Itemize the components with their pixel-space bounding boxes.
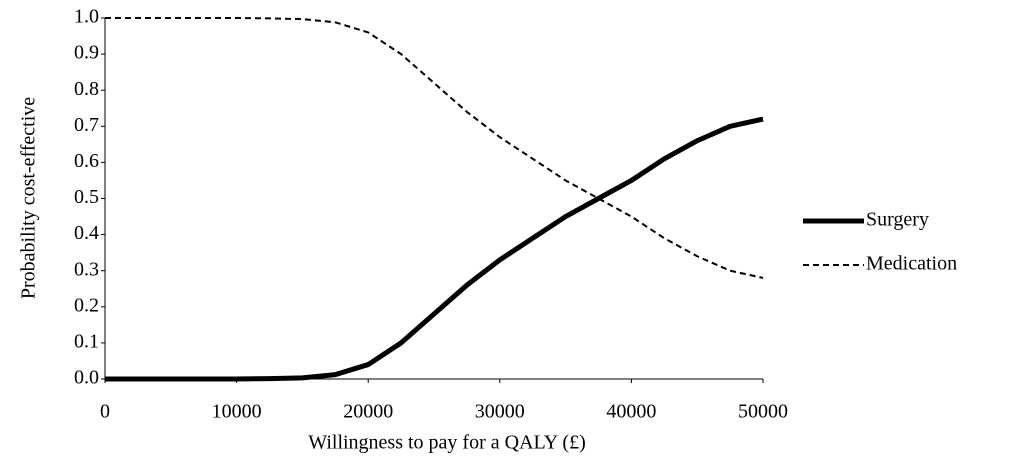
- y-tick-label: 0.6: [74, 150, 99, 172]
- y-tick-label: 0.9: [74, 42, 99, 64]
- line-series: [105, 116, 764, 382]
- y-tick-label: 0.7: [74, 114, 99, 136]
- x-tick-label: 0: [100, 401, 110, 423]
- x-tick-label: 10000: [212, 401, 262, 423]
- x-tick-label: 40000: [606, 401, 656, 423]
- y-tick-label: 0.8: [74, 78, 99, 100]
- x-tick-label: 20000: [343, 401, 393, 423]
- y-tick-label: 0.5: [74, 186, 99, 208]
- y-tick-label: 0.0: [74, 367, 99, 389]
- legend-label: Surgery: [866, 209, 929, 231]
- y-tick-label: 0.4: [74, 222, 99, 244]
- y-tick-label: 0.3: [74, 258, 99, 280]
- y-tick-label: 1.0: [74, 6, 99, 28]
- x-axis-label: Willingness to pay for a QALY (£): [308, 432, 586, 454]
- y-tick-label: 0.2: [74, 294, 99, 316]
- legend-label: Medication: [866, 253, 957, 275]
- y-tick-label: 0.1: [74, 330, 99, 352]
- x-tick-label: 50000: [738, 401, 788, 423]
- y-axis-label: Probability cost-effective: [18, 97, 40, 299]
- line-series: [105, 17, 764, 279]
- x-tick-label: 30000: [475, 401, 525, 423]
